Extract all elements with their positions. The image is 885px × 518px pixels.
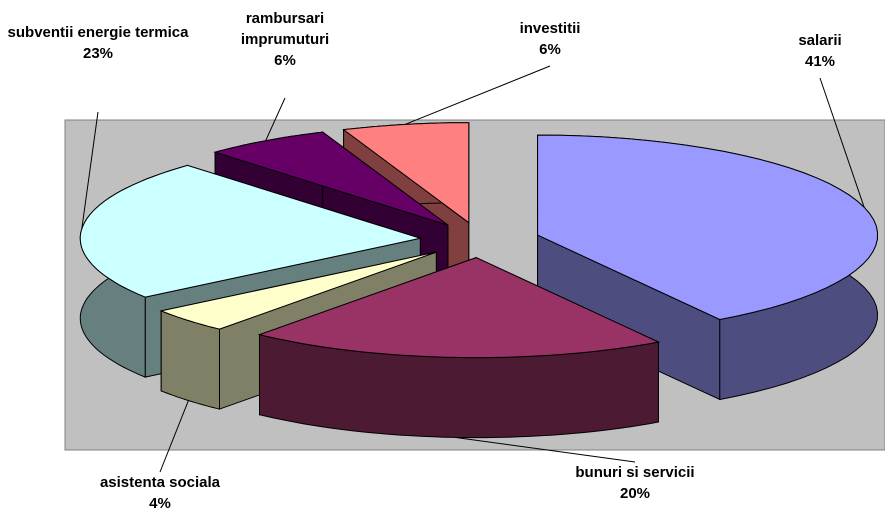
value-label: 6% xyxy=(274,52,296,69)
slice-top xyxy=(159,251,437,330)
value-label: 6% xyxy=(539,41,561,58)
slice-top xyxy=(257,257,661,359)
slice-top xyxy=(213,131,449,226)
category-label: subventii energie termica xyxy=(7,24,189,41)
value-label: 4% xyxy=(149,495,171,512)
category-label: asistenta sociala xyxy=(99,474,221,491)
category-label: investitii xyxy=(519,20,581,37)
leader-line xyxy=(265,97,286,141)
category-label: bunuri si servicii xyxy=(575,464,695,481)
category-label: salarii xyxy=(798,32,842,49)
value-label: 20% xyxy=(619,485,651,502)
leader-line xyxy=(454,436,636,463)
slice-label: salarii 41% xyxy=(780,30,860,72)
slice-label: investitii 6% xyxy=(500,18,600,60)
value-label: 41% xyxy=(804,53,836,70)
leader-line xyxy=(81,111,99,229)
leader-line xyxy=(819,77,865,208)
value-label: 23% xyxy=(82,45,114,62)
slice-top xyxy=(537,134,879,321)
leader-line xyxy=(404,65,551,125)
slice-label: rambursari imprumuturi 6% xyxy=(215,8,355,71)
slice-label: asistenta sociala 4% xyxy=(60,472,260,514)
slice-top xyxy=(342,122,470,224)
slice-label: bunuri si servicii 20% xyxy=(560,462,710,504)
leader-line xyxy=(159,400,189,473)
category-label: rambursari imprumuturi xyxy=(240,10,330,48)
slice-label: subventii energie termica 23% xyxy=(0,22,196,64)
